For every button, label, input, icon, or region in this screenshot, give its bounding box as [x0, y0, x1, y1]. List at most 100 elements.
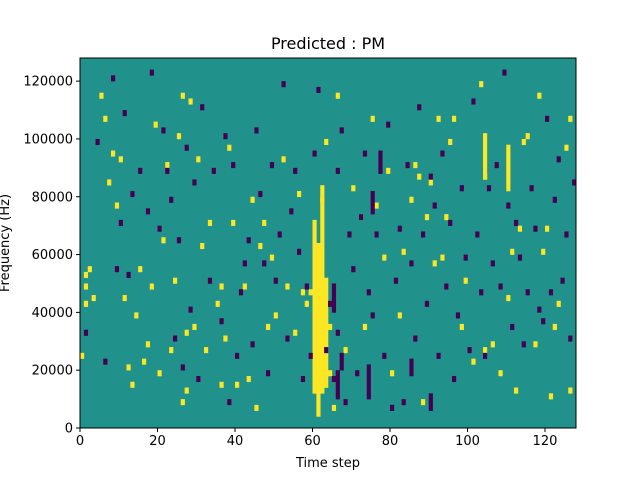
heatmap-cell-high — [258, 243, 263, 250]
heatmap-cell-high — [184, 329, 189, 336]
heatmap-cell-high — [324, 277, 329, 388]
x-tick-label: 20 — [149, 434, 166, 449]
y-tick-label: 100000 — [23, 132, 73, 147]
heatmap-cell-high — [417, 173, 422, 180]
heatmap-cell-high — [122, 295, 127, 302]
heatmap-cell-high — [374, 202, 379, 209]
heatmap-cell-low — [335, 370, 340, 400]
x-tick-label: 0 — [76, 434, 84, 449]
heatmap-cell-low — [560, 277, 565, 284]
heatmap-cell-high — [184, 387, 189, 394]
heatmap-cell-low — [552, 196, 557, 203]
heatmap-cell-low — [277, 231, 282, 238]
heatmap-cell-low — [238, 289, 244, 296]
heatmap-cell-low — [564, 231, 569, 238]
heatmap-cell-high — [254, 404, 259, 411]
heatmap-cell-high — [483, 133, 488, 180]
heatmap-cell-low — [351, 266, 356, 273]
x-tick-label: 120 — [533, 434, 558, 449]
heatmap-cell-low — [254, 127, 259, 134]
heatmap-cell-low — [231, 162, 236, 169]
heatmap-cell-high — [196, 156, 201, 163]
heatmap-cell-low — [227, 399, 232, 406]
heatmap-cell-low — [304, 283, 309, 290]
heatmap-cell-high — [331, 404, 337, 411]
heatmap-cell-high — [428, 179, 433, 186]
heatmap-cell-low — [448, 219, 453, 226]
heatmap-cell-high — [219, 283, 224, 290]
heatmap-cell-low — [103, 358, 108, 365]
heatmap-cell-low — [126, 271, 131, 278]
heatmap-cell-high — [246, 375, 251, 383]
heatmap-cell-low — [409, 260, 414, 267]
x-axis-label: Time step — [295, 456, 360, 471]
heatmap-cell-low — [308, 352, 313, 359]
heatmap-cell-low — [502, 69, 507, 76]
heatmap-cell-high — [111, 150, 116, 157]
heatmap-cell-low — [95, 138, 100, 146]
heatmap-cell-high — [87, 266, 92, 273]
heatmap-cell-high — [556, 300, 561, 307]
heatmap-cell-low — [370, 312, 375, 319]
heatmap-cell-high — [490, 341, 495, 348]
heatmap-cell-high — [386, 167, 391, 174]
heatmap-cell-high — [390, 370, 395, 377]
heatmap-cell-low — [176, 237, 182, 244]
heatmap-cell-high — [130, 381, 135, 388]
heatmap-cell-high — [514, 387, 519, 394]
heatmap-cell-low — [541, 318, 546, 325]
heatmap-cell-low — [192, 179, 197, 186]
heatmap-cell-low — [258, 190, 263, 198]
heatmap-cell-high — [370, 115, 375, 122]
heatmap-cell-high — [413, 162, 418, 169]
heatmap-cell-low — [424, 300, 430, 307]
heatmap-cell-high — [91, 295, 96, 302]
heatmap-cell-low — [297, 248, 302, 255]
heatmap-cell-low — [486, 185, 492, 192]
heatmap-cell-low — [479, 289, 484, 296]
heatmap-cell-high — [192, 323, 197, 331]
heatmap-cell-high — [165, 162, 170, 169]
heatmap-cell-low — [428, 173, 433, 180]
y-axis-ticks: 0 20000 40000 60000 80000 100000 120000 — [23, 75, 80, 437]
heatmap-cell-high — [424, 214, 430, 221]
heatmap-cell-high — [180, 399, 185, 406]
chart-title: Predicted : PM — [271, 34, 385, 53]
heatmap-cell-high — [83, 271, 89, 278]
heatmap-cell-high — [459, 323, 464, 331]
heatmap-cell-low — [262, 260, 267, 267]
heatmap-cell-high — [231, 219, 236, 226]
heatmap-cell-high — [506, 144, 511, 192]
heatmap-cell-low — [455, 312, 461, 319]
heatmap-cell-low — [359, 214, 364, 221]
heatmap-cell-high — [200, 243, 205, 250]
heatmap-cell-high — [463, 277, 468, 284]
heatmap-cell-low — [250, 341, 255, 348]
heatmap-cell-high — [300, 289, 306, 296]
heatmap-cell-low — [111, 75, 116, 82]
heatmap-cell-high — [409, 196, 414, 203]
heatmap-cell-low — [180, 364, 185, 371]
heatmap-cell-high — [161, 237, 166, 244]
heatmap-cell-high — [83, 300, 89, 307]
heatmap-cell-high — [126, 364, 131, 371]
y-tick-label: 80000 — [32, 190, 73, 205]
heatmap-cell-high — [440, 254, 445, 261]
heatmap-cell-low — [316, 86, 321, 93]
heatmap-cell-low — [273, 277, 278, 284]
heatmap-cell-low — [149, 69, 154, 76]
heatmap-cell-low — [366, 364, 371, 400]
heatmap-cell-low — [366, 289, 371, 296]
heatmap-cell-high — [235, 381, 240, 388]
heatmap-cell-high — [262, 219, 267, 226]
heatmap-cell-low — [328, 300, 333, 307]
heatmap-cell-high — [219, 381, 224, 388]
heatmap-cell-high — [107, 179, 112, 186]
heatmap-cell-high — [448, 138, 453, 146]
heatmap-cell-high — [169, 347, 174, 354]
heatmap-cell-low — [370, 190, 375, 215]
heatmap-cell-low — [568, 335, 573, 342]
heatmap-cell-high — [328, 323, 333, 331]
heatmap-cell-low — [165, 167, 170, 174]
heatmap-cell-high — [80, 352, 85, 359]
